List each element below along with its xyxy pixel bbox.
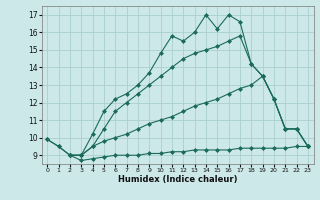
X-axis label: Humidex (Indice chaleur): Humidex (Indice chaleur) (118, 175, 237, 184)
